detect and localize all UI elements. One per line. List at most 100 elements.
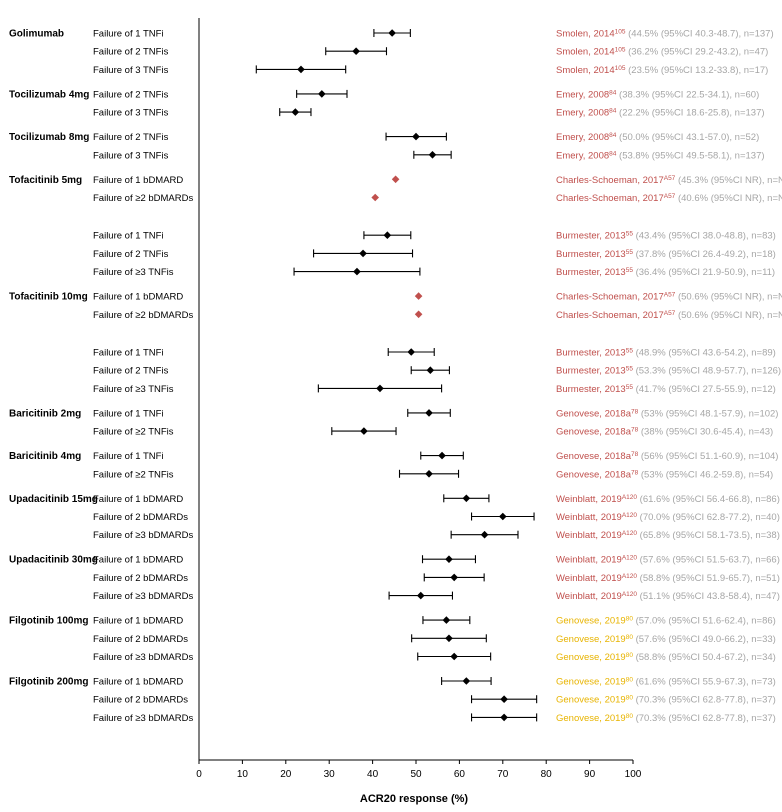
point-estimate-marker [391, 175, 400, 184]
citation-statistic: (61.6% (95%CI 56.4-66.8), n=86) [637, 494, 780, 505]
citation-statistic: (70.3% (95%CI 62.8-77.8), n=37) [633, 695, 776, 706]
citation-reference: A120 [622, 530, 638, 537]
citation-author: Genovese, 2019 [556, 713, 626, 724]
point-estimate-marker [425, 470, 433, 478]
source-citation: Weinblatt, 2019A120 (61.6% (95%CI 56.4-6… [556, 493, 780, 505]
citation-reference: 78 [631, 469, 639, 476]
citation-reference: 55 [626, 347, 634, 354]
source-citation: Weinblatt, 2019A120 (57.6% (95%CI 51.5-6… [556, 554, 780, 566]
point-estimate-marker [353, 267, 361, 276]
source-citation: Charles-Schoeman, 2017A57 (50.6% (95%CI … [556, 309, 782, 321]
point-estimate-marker [416, 591, 425, 600]
source-citation: Genovese, 201980 (61.6% (95%CI 55.9-67.3… [556, 676, 776, 688]
citation-reference: 78 [631, 408, 639, 415]
citation-reference: 55 [626, 383, 634, 390]
citation-statistic: (50.6% (95%CI NR), n=NR) [675, 292, 782, 303]
citation-reference: 84 [609, 89, 617, 96]
source-citation: Burmester, 201355 (43.4% (95%CI 38.0-48.… [556, 230, 776, 242]
failure-condition-label: Failure of 2 bDMARDs [93, 695, 188, 706]
citation-reference: 105 [615, 46, 626, 53]
x-tick-label: 70 [497, 769, 509, 780]
citation-author: Genovese, 2018a [556, 427, 632, 438]
citation-reference: 55 [626, 248, 634, 255]
citation-author: Smolen, 2014 [556, 47, 615, 58]
point-estimate-marker [428, 151, 437, 159]
point-estimate-marker [407, 348, 416, 356]
citation-author: Genovese, 2019 [556, 695, 626, 706]
citation-reference: 80 [626, 615, 634, 622]
source-citation: Genovese, 201980 (57.0% (95%CI 51.6-62.4… [556, 615, 776, 627]
citation-author: Weinblatt, 2019 [556, 573, 622, 584]
failure-condition-label: Failure of 1 bDMARD [93, 677, 183, 688]
failure-condition-label: Failure of ≥3 bDMARDs [93, 652, 193, 663]
drug-name: Tofacitinib 10mg [9, 292, 88, 303]
point-estimate-marker [414, 310, 423, 319]
drug-name: Baricitinib 2mg [9, 408, 81, 419]
point-estimate-marker [371, 193, 380, 202]
citation-author: Burmester, 2013 [556, 231, 626, 242]
source-citation: Weinblatt, 2019A120 (58.8% (95%CI 51.9-6… [556, 572, 780, 584]
failure-condition-label: Failure of 1 bDMARD [93, 616, 183, 627]
x-tick-label: 80 [541, 769, 553, 780]
x-tick-label: 0 [196, 769, 202, 780]
citation-author: Genovese, 2018a [556, 408, 632, 419]
failure-condition-label: Failure of ≥3 TNFis [93, 267, 174, 278]
citation-statistic: (65.8% (95%CI 58.1-73.5), n=38) [637, 530, 780, 541]
failure-condition-label: Failure of 1 TNFi [93, 451, 164, 462]
citation-author: Genovese, 2019 [556, 616, 626, 627]
source-citation: Weinblatt, 2019A120 (51.1% (95%CI 43.8-5… [556, 591, 780, 603]
point-estimate-marker [450, 573, 458, 582]
failure-condition-label: Failure of 2 bDMARDs [93, 573, 188, 584]
failure-condition-label: Failure of 1 TNFi [93, 29, 164, 40]
citation-reference: 84 [609, 107, 617, 114]
citation-reference: 105 [615, 28, 626, 35]
citation-author: Burmester, 2013 [556, 249, 626, 260]
citation-reference: 80 [626, 652, 634, 659]
citation-author: Genovese, 2019 [556, 634, 626, 645]
citation-reference: 80 [626, 712, 634, 719]
failure-condition-label: Failure of 1 TNFi [93, 408, 164, 419]
failure-condition-label: Failure of 2 TNFis [93, 366, 169, 377]
citation-author: Emery, 2008 [556, 132, 609, 143]
citation-reference: A120 [622, 591, 638, 598]
citation-reference: 84 [609, 150, 617, 157]
citation-author: Smolen, 2014 [556, 29, 615, 40]
point-estimate-marker [291, 108, 300, 116]
citation-reference: A120 [622, 512, 638, 519]
failure-condition-label: Failure of 1 TNFi [93, 231, 164, 242]
point-estimate-marker [499, 512, 507, 521]
source-citation: Weinblatt, 2019A120 (70.0% (95%CI 62.8-7… [556, 512, 780, 524]
citation-statistic: (48.9% (95%CI 43.6-54.2), n=89) [633, 348, 776, 359]
failure-condition-label: Failure of ≥3 bDMARDs [93, 713, 193, 724]
failure-condition-label: Failure of 1 bDMARD [93, 292, 183, 303]
x-axis-label: ACR20 response (%) [360, 793, 469, 805]
point-estimate-marker [480, 530, 489, 539]
citation-reference: 78 [631, 451, 639, 458]
citation-statistic: (53.3% (95%CI 48.9-57.7), n=126) [633, 366, 781, 377]
failure-condition-label: Failure of 1 TNFi [93, 348, 164, 359]
citation-author: Charles-Schoeman, 2017 [556, 193, 664, 204]
citation-reference: A57 [664, 309, 676, 316]
failure-condition-label: Failure of 2 TNFis [93, 89, 169, 100]
citation-reference: A120 [622, 572, 638, 579]
citation-reference: 55 [626, 365, 634, 372]
x-tick-label: 30 [324, 769, 336, 780]
point-estimate-marker [445, 555, 453, 563]
x-tick-label: 20 [280, 769, 292, 780]
source-citation: Smolen, 2014105 (36.2% (95%CI 29.2-43.2)… [556, 46, 768, 58]
citation-reference: A57 [664, 193, 676, 200]
citation-author: Burmester, 2013 [556, 267, 626, 278]
point-estimate-marker [500, 713, 508, 722]
citation-author: Genovese, 2019 [556, 652, 626, 663]
citation-reference: 80 [626, 676, 634, 683]
source-citation: Emery, 200884 (50.0% (95%CI 43.1-57.0), … [556, 132, 759, 144]
failure-condition-label: Failure of 1 bDMARD [93, 494, 183, 505]
source-citation: Emery, 200884 (53.8% (95%CI 49.5-58.1), … [556, 150, 765, 162]
citation-author: Weinblatt, 2019 [556, 555, 622, 566]
citation-statistic: (50.0% (95%CI 43.1-57.0), n=52) [616, 132, 759, 143]
source-citation: Burmester, 201355 (41.7% (95%CI 27.5-55.… [556, 383, 776, 395]
citation-statistic: (38% (95%CI 30.6-45.4), n=43) [638, 427, 773, 438]
point-estimate-marker [462, 494, 471, 503]
citation-author: Charles-Schoeman, 2017 [556, 292, 664, 303]
drug-name: Golimumab [9, 29, 64, 40]
